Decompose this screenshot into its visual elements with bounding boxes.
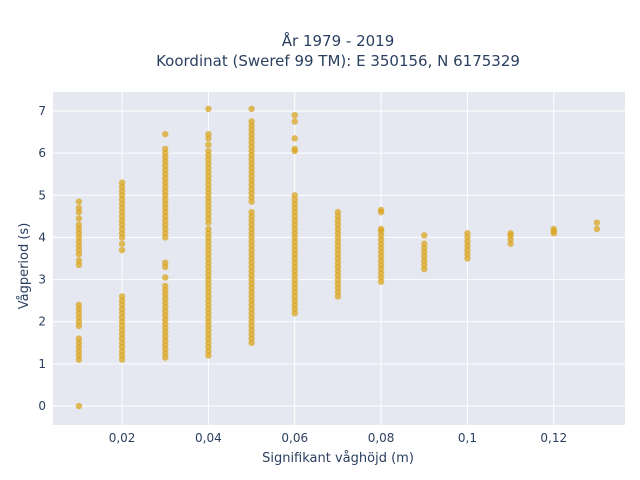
y-tick-label: 0 — [38, 399, 46, 413]
y-tick-label: 6 — [38, 146, 46, 160]
data-point — [162, 282, 169, 290]
data-point — [162, 130, 169, 138]
x-axis-ticks: 0,02 0,04 0,06 0,08 0,1 0,12 — [109, 431, 567, 445]
y-axis-ticks: 0 1 2 3 4 5 6 7 — [38, 104, 46, 413]
data-point — [75, 221, 83, 228]
data-point — [162, 259, 169, 266]
data-point — [334, 208, 342, 216]
y-axis-label: Vågperiod (s) — [17, 223, 32, 310]
data-point — [205, 130, 212, 138]
data-point — [550, 225, 557, 233]
data-point — [205, 105, 212, 113]
data-point — [593, 225, 601, 233]
data-point — [248, 208, 255, 216]
data-point — [507, 230, 514, 237]
data-point — [205, 147, 212, 155]
data-point — [377, 225, 385, 233]
y-tick-label: 1 — [38, 357, 46, 371]
data-point — [75, 257, 83, 264]
data-point — [118, 293, 126, 300]
scatter-points — [75, 105, 601, 410]
data-point — [205, 225, 212, 233]
data-point — [248, 118, 255, 125]
x-tick-label: 0,06 — [281, 431, 308, 445]
data-point — [75, 204, 83, 212]
x-tick-label: 0,08 — [368, 431, 395, 445]
data-point — [291, 145, 298, 153]
data-point — [291, 111, 298, 119]
data-point — [162, 145, 169, 153]
data-point — [162, 274, 169, 281]
x-axis-label: Signifikant våghöjd (m) — [262, 451, 414, 466]
data-point — [75, 301, 83, 309]
data-point — [75, 402, 83, 410]
data-point — [75, 215, 83, 222]
data-point — [118, 179, 126, 186]
y-tick-label: 5 — [38, 188, 46, 202]
data-point — [118, 246, 126, 254]
data-point — [291, 135, 298, 142]
data-point — [421, 240, 428, 247]
y-tick-label: 3 — [38, 273, 46, 287]
data-point — [248, 105, 255, 113]
data-point — [205, 141, 212, 148]
y-tick-label: 7 — [38, 104, 46, 118]
chart-title-line1: År 1979 - 2019 — [282, 31, 395, 50]
data-point — [377, 206, 385, 214]
y-tick-label: 4 — [38, 230, 46, 244]
data-point — [593, 219, 601, 226]
y-tick-label: 2 — [38, 315, 46, 329]
x-tick-label: 0,12 — [540, 431, 567, 445]
data-point — [291, 192, 298, 199]
x-tick-label: 0,04 — [195, 431, 222, 445]
x-tick-label: 0,1 — [458, 431, 477, 445]
chart-title-line2: Koordinat (Sweref 99 TM): E 350156, N 61… — [156, 52, 520, 70]
x-tick-label: 0,02 — [109, 431, 136, 445]
data-point — [75, 198, 83, 205]
data-point — [118, 240, 126, 247]
data-point — [421, 232, 428, 239]
data-point — [75, 335, 83, 342]
data-point — [291, 118, 298, 125]
data-point — [464, 230, 471, 237]
